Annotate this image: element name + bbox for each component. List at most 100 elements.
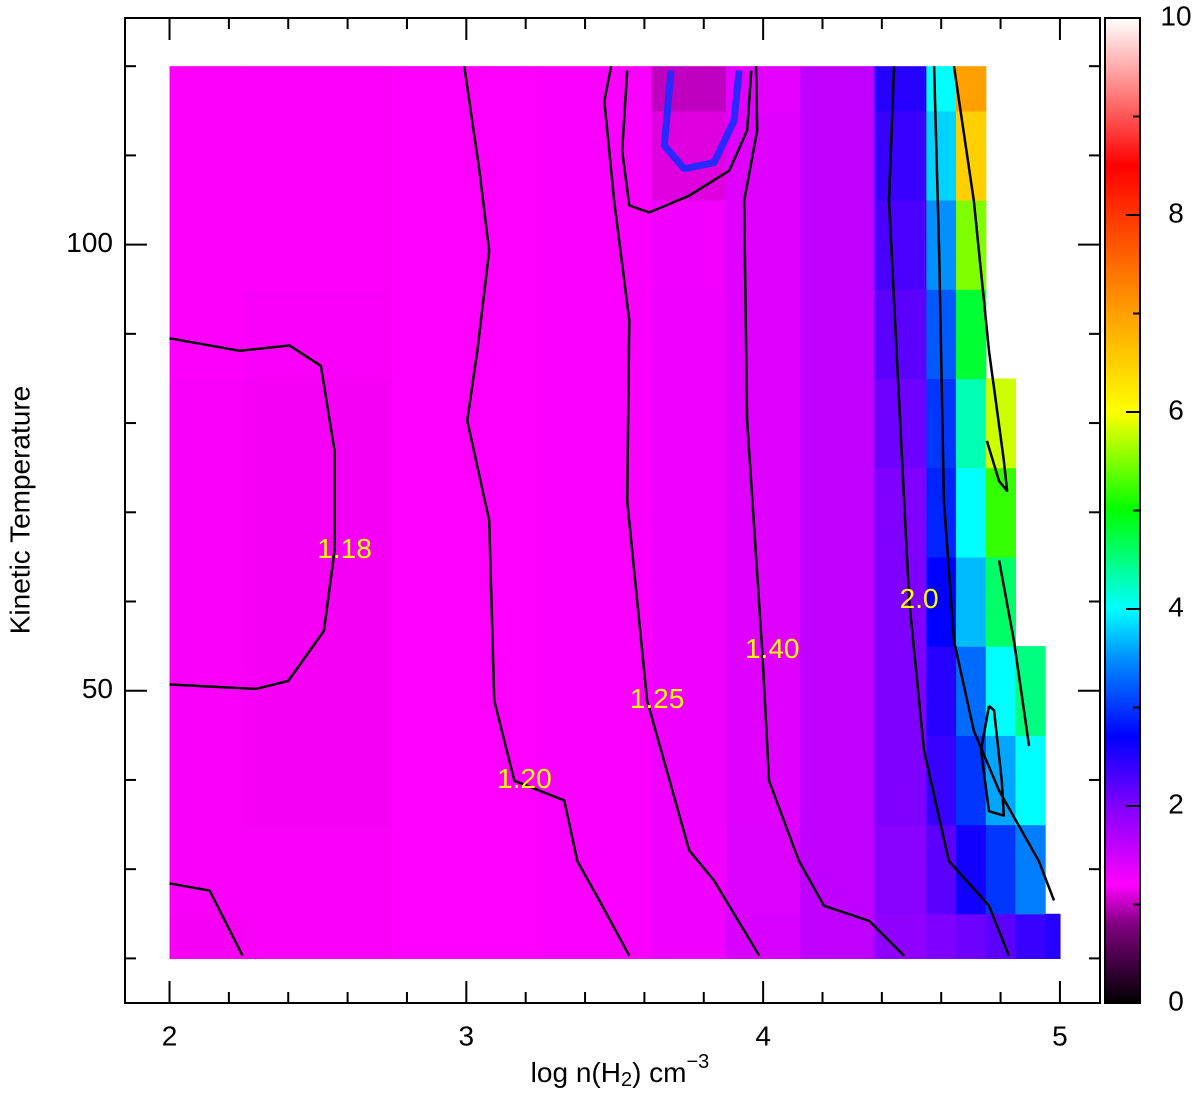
- heat-cell: [800, 467, 876, 558]
- heat-cell: [169, 735, 245, 826]
- heatmap: [169, 66, 1061, 959]
- contour-line: [463, 65, 631, 957]
- heat-cell: [1015, 913, 1046, 959]
- heat-cell: [926, 824, 957, 915]
- contour-label: 2.0: [900, 583, 939, 614]
- heat-cell: [651, 200, 727, 290]
- heat-cell: [726, 467, 801, 558]
- heat-cell: [243, 200, 393, 290]
- heat-cell: [985, 646, 1017, 736]
- heat-cell: [651, 735, 727, 826]
- heat-cell: [243, 66, 393, 112]
- heat-cell: [985, 824, 1017, 915]
- heat-cell: [726, 289, 801, 380]
- heat-cell: [926, 110, 957, 201]
- contour-line: [979, 704, 1006, 817]
- heat-cell: [926, 646, 957, 736]
- x-label-part: log n(H: [531, 1057, 621, 1088]
- heat-cell: [540, 200, 653, 290]
- heat-cell: [540, 646, 653, 736]
- heat-cell: [874, 467, 927, 558]
- contour-line: [887, 66, 1011, 957]
- heat-cell: [243, 735, 393, 826]
- heat-cell: [874, 735, 927, 826]
- heat-cell: [800, 735, 876, 826]
- x-tick-label: 2: [162, 1020, 178, 1051]
- heat-cell: [392, 200, 542, 290]
- x-tick-label: 4: [755, 1020, 771, 1051]
- heat-cell: [1015, 735, 1046, 826]
- y-axis-label: Kinetic Temperature: [4, 386, 35, 635]
- heat-cell: [651, 556, 727, 647]
- heat-cell: [726, 200, 801, 290]
- axes: [124, 17, 1141, 1004]
- heat-cell: [956, 824, 987, 915]
- heat-cell: [651, 378, 727, 469]
- colorbar-tick-label: 10: [1160, 0, 1191, 31]
- heat-cell: [956, 378, 987, 469]
- heat-cell: [926, 467, 957, 558]
- heat-cell: [926, 200, 957, 290]
- heat-cell: [169, 824, 245, 915]
- contour-line: [620, 70, 753, 214]
- heat-cell: [169, 646, 245, 736]
- heat-cell: [392, 110, 542, 201]
- heat-cell: [392, 824, 542, 915]
- heat-cell: [800, 378, 876, 469]
- contour-label: 1.18: [317, 533, 372, 564]
- x-label-sub: 2: [621, 1069, 632, 1091]
- heat-cell: [726, 378, 801, 469]
- heat-cell: [169, 467, 245, 558]
- heat-cell: [726, 824, 801, 915]
- contour-label: 1.25: [630, 683, 685, 714]
- x-label-part: ) cm: [632, 1057, 686, 1088]
- y-tick-label: 100: [66, 227, 113, 258]
- heat-cell: [243, 646, 393, 736]
- colorbar-tick-label: 6: [1168, 394, 1184, 425]
- contour-line: [603, 65, 761, 957]
- contour-line: [997, 560, 1031, 747]
- heat-cell: [874, 110, 927, 201]
- heat-cell: [169, 110, 245, 201]
- heat-cell: [1045, 913, 1061, 959]
- contours: [169, 65, 1056, 957]
- contour-label: 1.20: [497, 763, 552, 794]
- heat-cell: [651, 646, 727, 736]
- plot-frame: [124, 17, 1101, 1004]
- heat-cell: [540, 66, 653, 112]
- heat-cell: [956, 556, 987, 647]
- heat-cell: [243, 467, 393, 558]
- colorbar-tick-label: 0: [1168, 985, 1184, 1016]
- heat-cell: [169, 556, 245, 647]
- x-tick-label: 3: [459, 1020, 475, 1051]
- colorbar-tick-label: 8: [1168, 197, 1184, 228]
- heat-cell: [540, 110, 653, 201]
- heat-cell: [540, 467, 653, 558]
- heat-cell: [956, 467, 987, 558]
- heat-cell: [243, 110, 393, 201]
- heat-cell: [243, 913, 393, 959]
- heat-cell: [651, 66, 727, 112]
- heat-cell: [874, 66, 927, 112]
- heat-cell: [800, 289, 876, 380]
- heat-cell: [651, 467, 727, 558]
- heat-cell: [800, 556, 876, 647]
- heat-cell: [392, 646, 542, 736]
- heat-cell: [800, 66, 876, 112]
- x-tick-label: 5: [1052, 1020, 1068, 1051]
- heat-cell: [540, 378, 653, 469]
- heat-cell: [540, 289, 653, 380]
- heat-cell: [874, 200, 927, 290]
- heat-cell: [956, 913, 987, 959]
- colorbar-tick-label: 4: [1168, 591, 1184, 622]
- heat-cell: [726, 556, 801, 647]
- contour-line: [742, 66, 905, 957]
- contour-line: [932, 66, 1056, 901]
- heat-cell: [169, 66, 245, 112]
- heat-cell: [540, 824, 653, 915]
- heat-cell: [926, 66, 957, 112]
- heat-cell: [874, 824, 927, 915]
- heat-cell: [243, 556, 393, 647]
- heat-cell: [800, 646, 876, 736]
